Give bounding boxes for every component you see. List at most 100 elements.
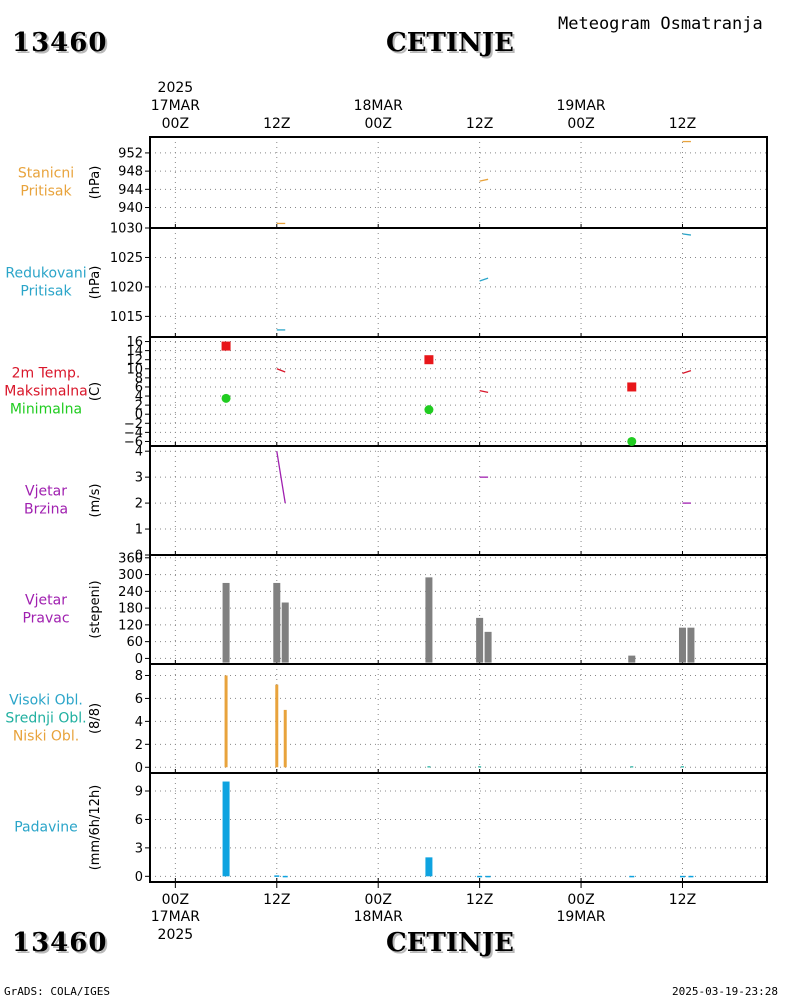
y-tick-label: 1 bbox=[135, 523, 143, 538]
panel-label-temp-0: 2m Temp. bbox=[12, 366, 81, 382]
y-tick-label: 2 bbox=[135, 497, 143, 512]
precipitation-bar bbox=[679, 875, 685, 878]
precipitation-series bbox=[222, 781, 694, 878]
precipitation-bar bbox=[425, 857, 433, 877]
bottom-date-label: 18MAR bbox=[354, 909, 403, 925]
panel-label-brzina-0: Vjetar bbox=[25, 484, 67, 500]
temperature-2m-segment bbox=[479, 389, 489, 394]
panel-oblaci: 0 2 4 6 8 (8/8) Visoki Obl. Srednji Obl. Niski O… bbox=[5, 664, 767, 776]
unit-label-brzina: (m/s) bbox=[88, 484, 103, 518]
y-tick-label: 9 bbox=[135, 785, 143, 800]
panel-label-oblaci-0: Visoki Obl. bbox=[9, 693, 83, 709]
y-tick-label: −2 bbox=[124, 417, 143, 432]
min-temperature-series bbox=[221, 393, 637, 446]
max-temperature-marker bbox=[424, 355, 434, 365]
top-hour-label: 12Z bbox=[669, 116, 696, 132]
unit-label-stanicni: (hPa) bbox=[88, 166, 103, 200]
y-tick-label: 4 bbox=[135, 390, 143, 405]
y-tick-label: 14 bbox=[126, 344, 143, 359]
bottom-hour-label: 00Z bbox=[162, 892, 189, 908]
wind-direction-bar bbox=[425, 577, 433, 663]
bottom-date-label: 17MAR bbox=[151, 909, 200, 925]
low-cloud-bar bbox=[283, 709, 287, 768]
temperature-2m-series bbox=[276, 368, 692, 394]
unit-label-temp: (C) bbox=[88, 382, 103, 401]
temperature-2m-segment bbox=[276, 368, 286, 373]
wind-direction-bar bbox=[476, 617, 484, 663]
station-pressure-segment bbox=[479, 178, 489, 182]
wind-direction-bar bbox=[678, 627, 686, 663]
bottom-hour-label: 12Z bbox=[263, 892, 290, 908]
y-tick-label: 120 bbox=[118, 618, 143, 633]
station-name-bottom: CETINJE bbox=[386, 928, 514, 958]
top-hour-label: 12Z bbox=[466, 116, 493, 132]
bottom-hour-label: 00Z bbox=[365, 892, 392, 908]
y-tick-label: 4 bbox=[135, 715, 143, 730]
y-tick-label: 8 bbox=[135, 669, 143, 684]
wind-direction-bar bbox=[628, 655, 636, 663]
precipitation-bar bbox=[477, 875, 483, 878]
bottom-year-label: 2025 bbox=[158, 927, 194, 943]
wind-direction-bar bbox=[484, 631, 492, 663]
panel-padavine: 0 3 6 9 (mm/6h/12h) Padavine bbox=[14, 773, 767, 885]
y-tick-label: 6 bbox=[135, 692, 143, 707]
bottom-date-label: 19MAR bbox=[556, 909, 605, 925]
bottom-hour-label: 00Z bbox=[567, 892, 594, 908]
y-tick-label: 940 bbox=[118, 201, 143, 216]
precipitation-bar bbox=[688, 875, 694, 878]
y-tick-label: 60 bbox=[126, 635, 143, 650]
top-date-label: 19MAR bbox=[556, 98, 605, 114]
panel-label-padavine-0: Padavine bbox=[14, 820, 78, 836]
wind-direction-bar bbox=[687, 627, 695, 663]
panel-label-stanicni-0: Stanicni bbox=[18, 166, 74, 182]
max-temperature-marker bbox=[221, 341, 231, 351]
precipitation-bar bbox=[282, 875, 288, 878]
panel-label-temp-1: Maksimalna bbox=[4, 384, 88, 400]
top-hour-label: 12Z bbox=[263, 116, 290, 132]
precipitation-bar bbox=[222, 781, 230, 877]
y-tick-label: 6 bbox=[135, 380, 143, 395]
footer-credit: GrADS: COLA/IGES bbox=[4, 985, 110, 998]
max-temperature-series bbox=[221, 341, 637, 392]
reduced-pressure-series bbox=[276, 233, 692, 331]
time-axis-top: 2025 17MAR 00Z 12Z 18MAR 00Z 12Z 19MAR 00Z 12Z bbox=[151, 80, 696, 132]
panel-label-brzina-1: Brzina bbox=[24, 502, 68, 518]
min-temperature-marker bbox=[221, 393, 231, 403]
unit-label-oblaci: (8/8) bbox=[88, 703, 103, 734]
footer-timestamp: 2025-03-19-23:28 bbox=[672, 985, 778, 998]
wind-direction-bar bbox=[281, 602, 289, 663]
y-tick-label: 240 bbox=[118, 585, 143, 600]
bottom-hour-label: 12Z bbox=[669, 892, 696, 908]
precipitation-bar bbox=[629, 875, 635, 878]
wind-direction-series bbox=[222, 577, 695, 663]
y-tick-label: 0 bbox=[135, 870, 143, 885]
unit-label-padavine: (mm/6h/12h) bbox=[88, 785, 103, 871]
y-tick-label: 1025 bbox=[110, 251, 143, 266]
top-hour-label: 00Z bbox=[162, 116, 189, 132]
y-tick-label: 12 bbox=[126, 353, 143, 368]
y-tick-label: 10 bbox=[126, 362, 143, 377]
y-tick-label: −4 bbox=[124, 426, 143, 441]
top-date-label: 17MAR bbox=[151, 98, 200, 114]
min-temperature-marker bbox=[627, 436, 637, 446]
y-tick-label: 944 bbox=[118, 183, 143, 198]
y-tick-label: 1015 bbox=[110, 310, 143, 325]
y-tick-label: 300 bbox=[118, 568, 143, 583]
wind-direction-bar bbox=[222, 582, 230, 663]
panel-label-redukovani-0: Redukovani bbox=[5, 266, 86, 282]
top-hour-label: 00Z bbox=[365, 116, 392, 132]
station-id-top: 13460 bbox=[12, 28, 108, 58]
plot-frame bbox=[149, 136, 768, 883]
y-tick-label: 2 bbox=[135, 738, 143, 753]
y-tick-label: 8 bbox=[135, 371, 143, 386]
y-tick-label: 948 bbox=[118, 165, 143, 180]
plot-border bbox=[149, 136, 768, 883]
panel-redukovani: 1015 1020 1025 1030 (hPa)Redukovani Pritisak bbox=[5, 222, 767, 337]
top-year-label: 2025 bbox=[158, 80, 194, 96]
y-tick-label: 16 bbox=[126, 335, 143, 350]
y-tick-label: 1030 bbox=[110, 222, 143, 237]
station-name-top: CETINJE bbox=[386, 28, 514, 58]
y-tick-label: 952 bbox=[118, 146, 143, 161]
